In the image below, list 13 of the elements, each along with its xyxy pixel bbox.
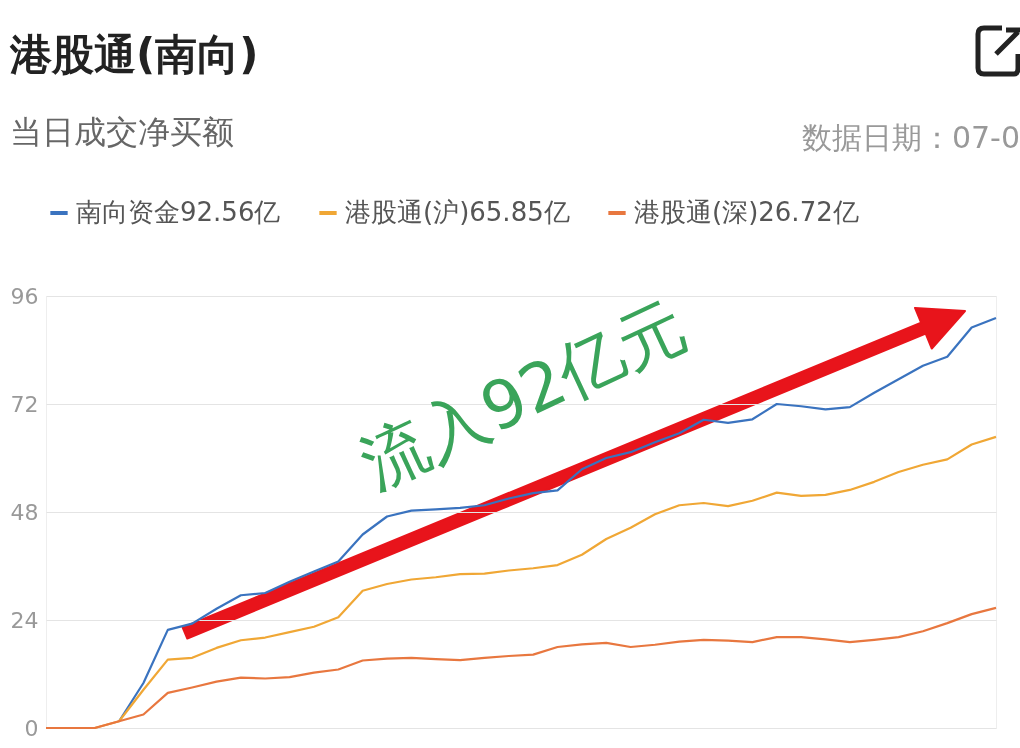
y-tick-label: 72: [10, 391, 39, 417]
chart-title: 港股通(南向): [9, 30, 259, 79]
y-tick-label: 48: [10, 499, 39, 525]
legend-label: 港股通(深)26.72亿: [634, 197, 859, 227]
line-series: [44, 606, 998, 730]
y-tick-label: 96: [10, 283, 39, 309]
y-tick-label: 0: [24, 715, 39, 741]
y-tick-label: 24: [10, 607, 39, 633]
legend-label: 港股通(沪)65.85亿: [345, 197, 570, 227]
annotation: 流入92亿元: [348, 285, 699, 506]
text: 数据日期：07-0: [801, 118, 1020, 159]
legend-label: 南向资金92.56亿: [76, 197, 281, 227]
chart-subtitle: 当日成交净买额: [10, 113, 235, 151]
